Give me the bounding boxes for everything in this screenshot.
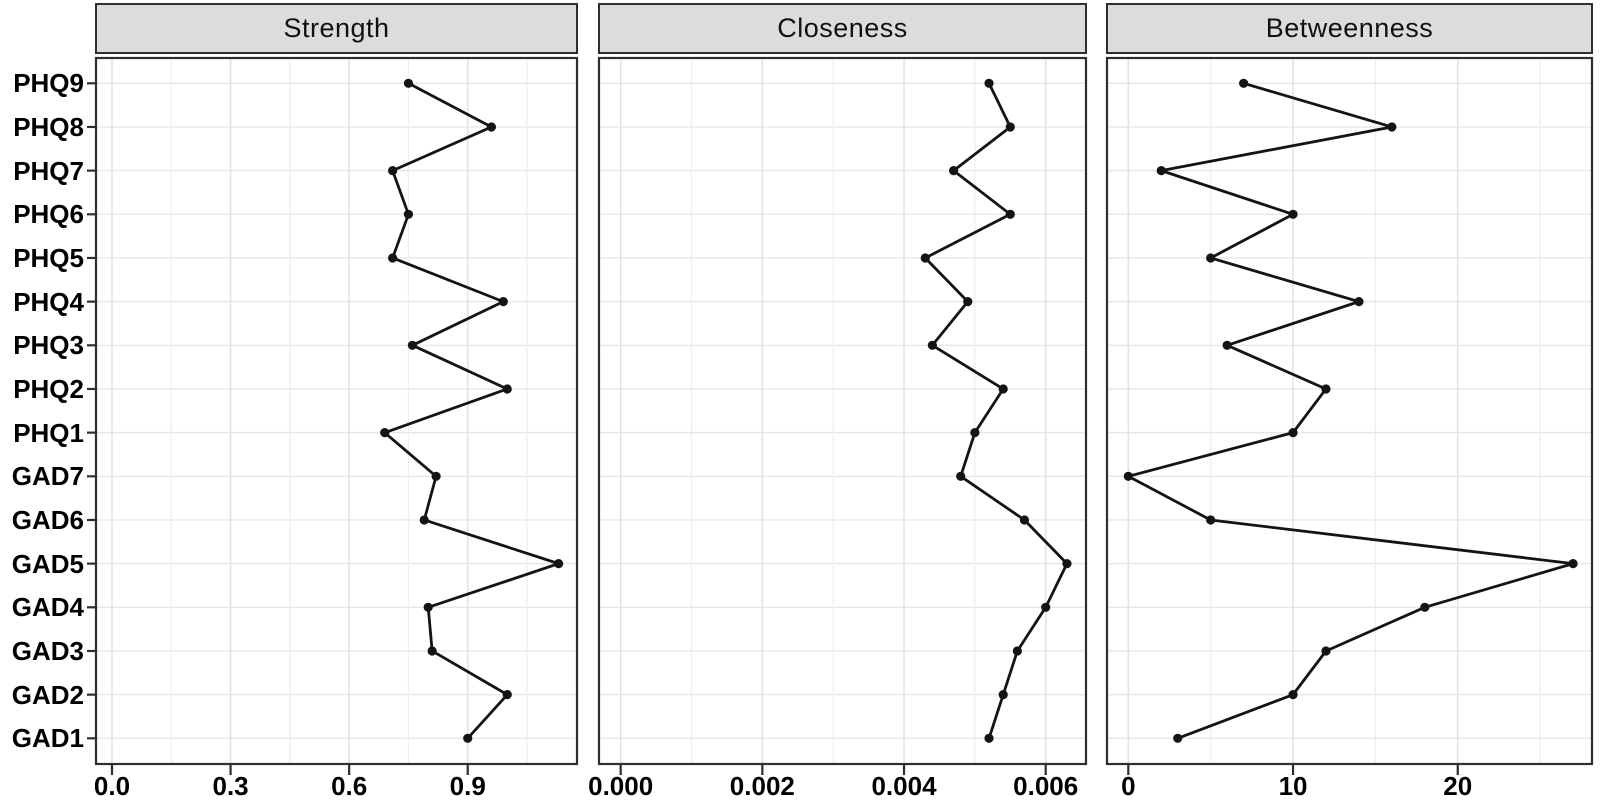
data-point	[1041, 602, 1051, 612]
y-axis-label: PHQ9	[13, 68, 84, 99]
data-point	[388, 253, 398, 263]
data-point	[984, 733, 994, 743]
series-line	[923, 81, 1069, 740]
data-point	[1005, 209, 1015, 219]
data-point	[498, 297, 508, 307]
data-point	[403, 209, 414, 219]
series-line	[1126, 81, 1575, 740]
data-point	[463, 733, 473, 743]
y-axis-label: PHQ4	[13, 286, 84, 317]
x-axis-label: 0	[1121, 771, 1136, 801]
y-axis-label: GAD2	[11, 679, 84, 710]
y-axis-label: PHQ5	[13, 242, 84, 273]
panel-title-strength: Strength	[283, 13, 390, 43]
data-point	[963, 297, 973, 307]
data-point	[1420, 602, 1430, 612]
data-point	[1288, 209, 1298, 219]
data-point	[407, 340, 417, 350]
x-axis-label: 0.3	[212, 771, 249, 801]
panel-plot-betweenness	[1105, 56, 1594, 775]
data-point	[1321, 384, 1331, 394]
data-point	[998, 384, 1008, 394]
data-point	[1321, 646, 1331, 656]
data-point	[927, 340, 937, 350]
data-point	[920, 253, 930, 263]
x-axis-label: 0.006	[1013, 771, 1079, 801]
data-point	[388, 166, 398, 176]
y-axis-label: PHQ2	[13, 373, 84, 404]
data-point	[1206, 515, 1216, 525]
data-point	[554, 559, 564, 569]
panel-border	[1105, 56, 1594, 766]
data-point	[1012, 646, 1022, 656]
y-axis-label: PHQ7	[13, 155, 84, 186]
panel-header-strength: Strength	[95, 3, 578, 54]
data-point	[427, 646, 437, 656]
data-point	[1005, 122, 1015, 132]
data-point	[502, 384, 512, 394]
data-point	[1062, 559, 1072, 569]
y-axis-label: GAD3	[11, 635, 84, 666]
data-point	[984, 78, 994, 88]
data-point	[1239, 78, 1249, 88]
data-point	[423, 602, 433, 612]
data-point	[956, 471, 966, 481]
x-axis-label: 0.0	[93, 771, 131, 801]
x-axis-label: 0.002	[729, 771, 795, 801]
y-axis-ticks	[87, 82, 95, 740]
y-axis-label: PHQ1	[13, 417, 84, 448]
y-axis-label: GAD1	[11, 723, 84, 754]
data-point	[431, 471, 441, 481]
data-point	[1206, 253, 1216, 263]
data-point	[419, 515, 429, 525]
y-axis-label: GAD5	[11, 548, 84, 579]
x-axis-label: 20	[1443, 771, 1473, 801]
data-point	[403, 78, 414, 88]
panel-plot-strength	[94, 56, 579, 775]
panel-border	[597, 56, 1088, 766]
x-axis-label: 0.6	[331, 771, 368, 801]
panel-title-closeness: Closeness	[777, 13, 908, 43]
panel-header-closeness: Closeness	[598, 3, 1087, 54]
data-point	[1123, 471, 1133, 481]
data-point	[1173, 733, 1183, 743]
data-point	[1019, 515, 1030, 525]
data-point	[1288, 690, 1298, 700]
data-point	[1156, 166, 1166, 176]
data-point	[949, 166, 959, 176]
y-axis-label: PHQ3	[13, 330, 84, 361]
x-axis-label: 0.9	[449, 771, 486, 801]
panel-title-betweenness: Betweenness	[1265, 13, 1434, 43]
series-line	[383, 81, 561, 740]
y-axis-label: GAD6	[11, 504, 84, 535]
y-axis-label: GAD4	[11, 592, 84, 623]
panel-border	[94, 56, 579, 766]
data-point	[486, 122, 497, 132]
data-point	[1222, 340, 1232, 350]
data-point	[1288, 428, 1298, 438]
data-point	[998, 690, 1008, 700]
y-axis-label: GAD7	[11, 461, 84, 492]
x-axis-label: 0.000	[588, 771, 654, 801]
data-point	[1387, 122, 1397, 132]
data-point	[380, 428, 390, 438]
y-axis-label: PHQ6	[13, 199, 84, 230]
data-point	[502, 690, 512, 700]
data-point	[1568, 559, 1578, 569]
data-point	[970, 428, 980, 438]
data-point	[1354, 297, 1364, 307]
panel-header-betweenness: Betweenness	[1106, 3, 1593, 54]
x-axis-label: 0.004	[871, 771, 937, 801]
y-axis-label: PHQ8	[13, 111, 84, 142]
x-axis-label: 10	[1278, 771, 1308, 801]
panel-plot-closeness	[597, 56, 1088, 775]
